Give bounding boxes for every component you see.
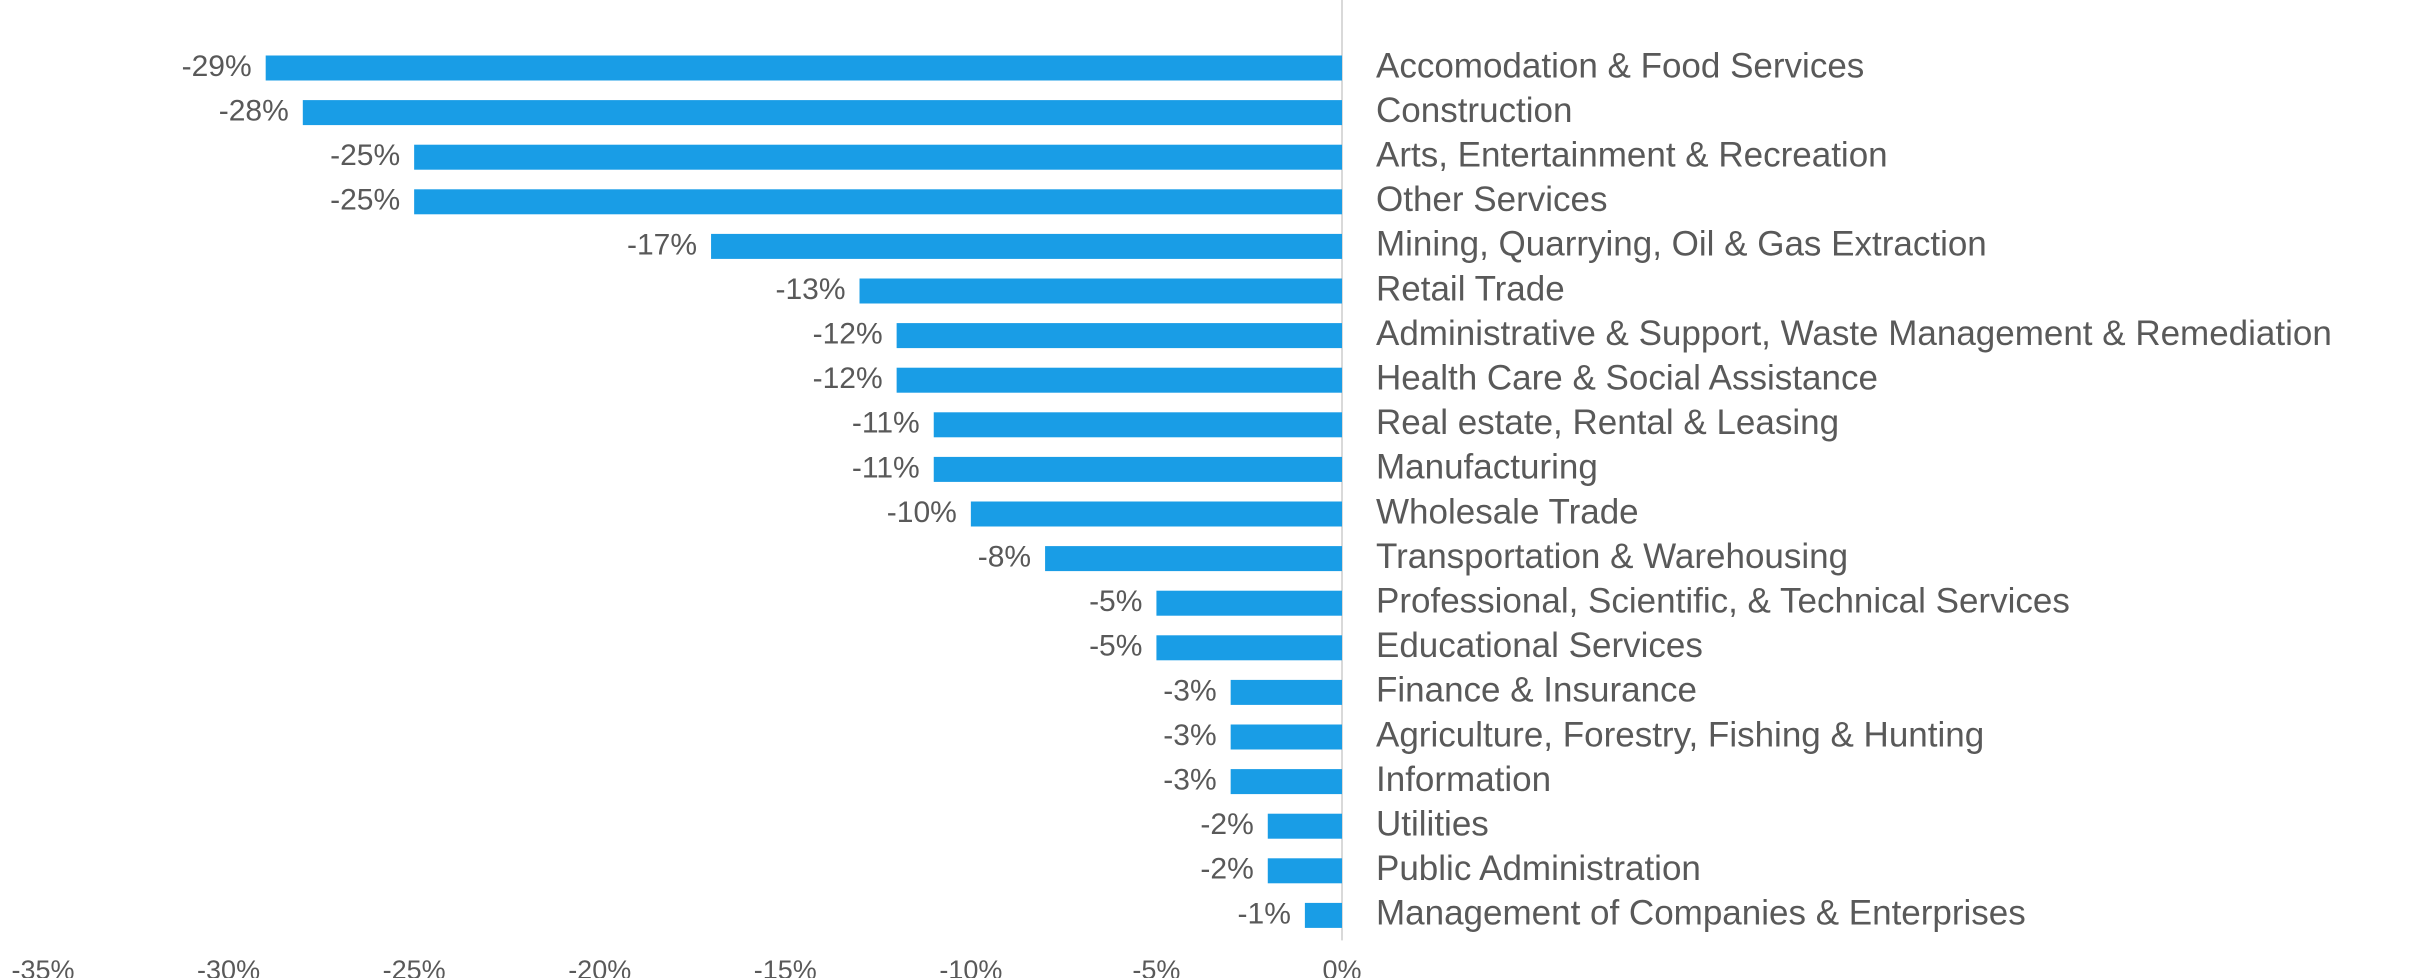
bar xyxy=(711,233,1342,259)
x-tick-label: -25% xyxy=(383,955,446,978)
category-label: Wholesale Trade xyxy=(1376,492,1639,531)
x-tick-label: -15% xyxy=(754,955,817,978)
value-label: -2% xyxy=(1200,853,1253,886)
x-tick-label: -35% xyxy=(11,955,74,978)
category-label: Health Care & Social Assistance xyxy=(1376,358,1878,397)
category-label: Professional, Scientific, & Technical Se… xyxy=(1376,581,2070,620)
value-label: -29% xyxy=(182,50,252,83)
category-label: Management of Companies & Enterprises xyxy=(1376,894,2026,933)
value-label: -28% xyxy=(219,95,289,128)
category-label: Construction xyxy=(1376,91,1572,130)
value-label: -17% xyxy=(627,228,697,261)
category-label: Transportation & Warehousing xyxy=(1376,537,1848,576)
category-label: Information xyxy=(1376,760,1551,799)
value-label: -25% xyxy=(330,184,400,217)
bar xyxy=(1304,902,1342,928)
bar xyxy=(1267,813,1342,839)
bar xyxy=(302,100,1342,126)
category-label: Utilities xyxy=(1376,804,1489,843)
x-tick-label: -5% xyxy=(1132,955,1180,978)
value-label: -5% xyxy=(1089,585,1142,618)
value-label: -12% xyxy=(813,362,883,395)
x-tick-label: 0% xyxy=(1322,955,1361,978)
x-tick-label: -20% xyxy=(568,955,631,978)
category-label: Accomodation & Food Services xyxy=(1376,46,1864,85)
value-label: -11% xyxy=(852,451,920,484)
category-label: Educational Services xyxy=(1376,626,1703,665)
category-label: Arts, Entertainment & Recreation xyxy=(1376,135,1888,174)
category-label: Agriculture, Forestry, Fishing & Hunting xyxy=(1376,715,1984,754)
value-label: -12% xyxy=(813,318,883,351)
bar xyxy=(933,456,1342,482)
x-tick-label: -10% xyxy=(939,955,1002,978)
category-label: Real estate, Rental & Leasing xyxy=(1376,403,1839,442)
bar xyxy=(265,55,1343,81)
bar xyxy=(970,501,1342,527)
bar xyxy=(1156,635,1342,661)
bar xyxy=(859,278,1342,304)
category-label: Public Administration xyxy=(1376,849,1701,888)
value-label: -11% xyxy=(852,407,920,440)
category-label: Other Services xyxy=(1376,180,1607,219)
value-label: -8% xyxy=(978,541,1031,574)
value-label: -5% xyxy=(1089,630,1142,663)
value-label: -3% xyxy=(1163,764,1216,797)
category-label: Finance & Insurance xyxy=(1376,671,1697,710)
bar xyxy=(933,412,1342,438)
bar xyxy=(414,189,1343,215)
category-label: Administrative & Support, Waste Manageme… xyxy=(1376,314,2332,353)
value-label: -13% xyxy=(775,273,845,306)
bar xyxy=(1230,724,1342,750)
bar xyxy=(1230,679,1342,705)
value-label: -2% xyxy=(1200,808,1253,841)
bar xyxy=(414,144,1343,170)
x-tick-label: -30% xyxy=(197,955,260,978)
value-label: -3% xyxy=(1163,674,1216,707)
bar xyxy=(1045,546,1342,572)
bar xyxy=(896,323,1342,349)
bar xyxy=(1156,590,1342,616)
category-label: Retail Trade xyxy=(1376,269,1565,308)
category-label: Mining, Quarrying, Oil & Gas Extraction xyxy=(1376,225,1987,264)
category-label: Manufacturing xyxy=(1376,448,1598,487)
value-label: -10% xyxy=(887,496,957,529)
bar xyxy=(1267,858,1342,884)
value-label: -25% xyxy=(330,139,400,172)
value-label: -3% xyxy=(1163,719,1216,752)
value-label: -1% xyxy=(1238,897,1291,930)
bar xyxy=(896,367,1342,393)
bar xyxy=(1230,769,1342,795)
